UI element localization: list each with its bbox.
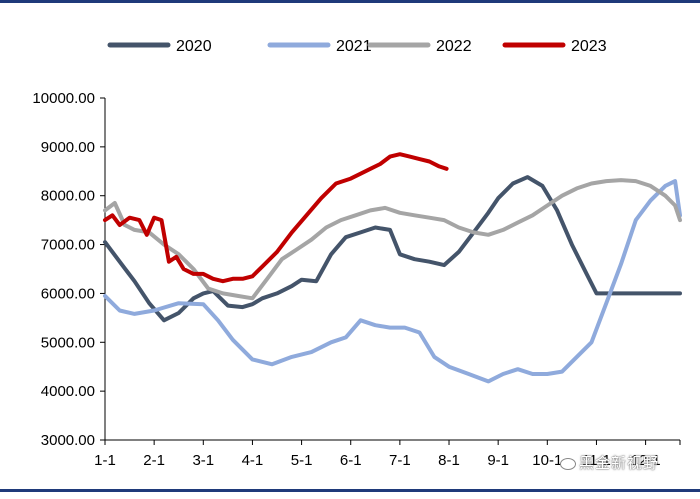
y-tick-label: 7000.00	[41, 237, 95, 254]
wechat-icon	[560, 457, 576, 470]
y-tick-label: 6000.00	[41, 285, 95, 302]
x-tick-label: 7-1	[389, 452, 411, 469]
series-line-2022	[103, 178, 682, 301]
y-tick-label: 4000.00	[41, 383, 95, 400]
x-tick-label: 12-1	[631, 452, 661, 469]
y-axis: 3000.00 4000.00 5000.00 6000.00 7000.00 8000.…	[32, 90, 106, 449]
x-tick-label: 2-1	[143, 452, 165, 469]
x-tick-label: 9-1	[487, 452, 509, 469]
legend-label-2020: 2020	[176, 38, 212, 55]
frame-top-rule	[0, 0, 700, 3]
y-tick-label: 10000.00	[32, 90, 95, 107]
series-line-2020	[103, 175, 682, 323]
watermark: 黑金新视野	[560, 452, 659, 473]
y-tick-label: 3000.00	[41, 432, 95, 449]
legend-label-2021: 2021	[336, 38, 372, 55]
legend: 2020 2021 2022 2023	[107, 38, 607, 55]
x-tick-label: 1-1	[94, 452, 116, 469]
x-tick-label: 10-1	[532, 452, 562, 469]
series-line-2023	[103, 152, 449, 284]
x-tick-label: 5-1	[291, 452, 313, 469]
x-tick-label: 4-1	[242, 452, 264, 469]
x-tick-label: 11-1	[582, 452, 611, 469]
legend-label-2022: 2022	[436, 38, 472, 55]
y-tick-label: 8000.00	[41, 188, 95, 205]
x-tick-label: 6-1	[340, 452, 362, 469]
y-tick-label: 5000.00	[41, 334, 95, 351]
frame-bottom-rule	[0, 489, 700, 492]
y-tick-label: 9000.00	[41, 139, 95, 156]
series-line-2021	[103, 179, 682, 384]
x-tick-label: 3-1	[192, 452, 214, 469]
watermark-text: 黑金新视野	[579, 454, 660, 472]
series-layer	[103, 152, 682, 384]
x-tick-label: 8-1	[438, 452, 460, 469]
x-axis: 1-1 2-1 3-1 4-1 5-1 6-1 7-1 8-1 9-1 10-1 11-1 12-1	[94, 439, 681, 469]
legend-label-2023: 2023	[571, 38, 607, 55]
